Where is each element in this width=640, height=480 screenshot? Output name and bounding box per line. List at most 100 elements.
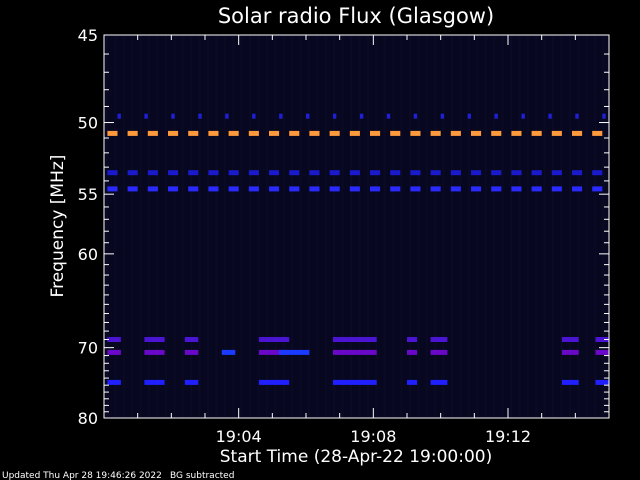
emission-segment — [430, 186, 441, 192]
emission-segment — [171, 113, 175, 119]
emission-segment — [258, 337, 290, 342]
background-streak — [274, 35, 277, 418]
background-streak — [131, 35, 134, 418]
emission-segment — [531, 170, 542, 176]
emission-segment — [595, 379, 609, 385]
emission-segment — [332, 337, 377, 342]
plot-frame — [103, 34, 610, 419]
emission-segment — [450, 130, 461, 136]
background-streak — [467, 35, 470, 418]
emission-segment — [198, 113, 202, 119]
emission-segment — [188, 170, 199, 176]
emission-segment — [592, 186, 603, 192]
emission-segment — [228, 130, 239, 136]
x-axis: 19:04 19:08 19:12 — [137, 35, 576, 446]
emission-segment — [491, 186, 502, 192]
emission-segment — [511, 170, 522, 176]
x-tick-label: 19:12 — [485, 427, 531, 446]
emission-segment — [494, 113, 498, 119]
emission-segment — [410, 170, 421, 176]
background-streak — [122, 35, 125, 418]
y-tick-label: 80 — [78, 409, 98, 428]
emission-segment — [184, 379, 199, 385]
emission-segment — [248, 186, 259, 192]
emission-segment — [572, 170, 583, 176]
emission-segment — [471, 170, 482, 176]
background-streak — [484, 35, 487, 418]
background-streak — [526, 35, 529, 418]
emission-segment — [188, 186, 199, 192]
y-tick-label: 70 — [78, 339, 98, 358]
emission-segment — [551, 170, 562, 176]
background-streak — [568, 35, 571, 418]
emission-segment — [592, 170, 603, 176]
emission-segment — [258, 349, 290, 355]
emission-segment — [471, 186, 482, 192]
background-streak — [265, 35, 268, 418]
emission-segment — [430, 170, 441, 176]
background-streak — [493, 35, 496, 418]
x-tick-label: 19:08 — [350, 427, 396, 446]
background-streak — [341, 35, 344, 418]
chart-title: Solar radio Flux (Glasgow) — [218, 4, 494, 28]
background-streak — [148, 35, 151, 418]
emission-segment — [329, 170, 340, 176]
emission-segment — [306, 113, 310, 119]
y-tick-label: 45 — [78, 26, 98, 45]
emission-segment — [248, 130, 259, 136]
emission-segment — [269, 170, 280, 176]
background-streak — [459, 35, 462, 418]
emission-segment — [595, 349, 609, 355]
background-streak — [350, 35, 353, 418]
emission-segment — [450, 186, 461, 192]
emission-segment — [228, 186, 239, 192]
emission-segment — [127, 186, 138, 192]
emission-segment — [252, 113, 256, 119]
emission-segment — [551, 186, 562, 192]
background-streak — [291, 35, 294, 418]
emission-segment — [147, 170, 158, 176]
emission-segment — [147, 130, 158, 136]
background-streak — [366, 35, 369, 418]
emission-segment — [107, 186, 118, 192]
emission-segment — [107, 349, 121, 355]
emission-segment — [332, 379, 377, 385]
emission-segment — [269, 130, 280, 136]
background-streak — [190, 35, 193, 418]
emission-segment — [430, 349, 448, 355]
background-streak — [139, 35, 142, 418]
emission-segment — [329, 130, 340, 136]
background-streak — [560, 35, 563, 418]
background-streak — [434, 35, 437, 418]
emission-segment — [595, 337, 609, 342]
background-streak — [207, 35, 209, 418]
emission-segment — [147, 186, 158, 192]
background-streak — [324, 35, 327, 418]
emission-segment — [561, 349, 579, 355]
background-streak — [106, 35, 108, 418]
emission-segment — [144, 379, 165, 385]
emission-segment — [440, 113, 445, 119]
emission-segment — [430, 379, 448, 385]
x-tick-label: 19:04 — [216, 427, 262, 446]
background-streak — [476, 35, 479, 418]
emission-segment — [127, 170, 138, 176]
background-streak — [425, 35, 428, 418]
emission-segment — [349, 186, 360, 192]
background-streak — [156, 35, 159, 418]
emission-segment — [221, 349, 236, 355]
emission-segment — [279, 349, 310, 355]
background-streak — [417, 35, 420, 418]
emission-segment — [107, 170, 118, 176]
emission-segment — [107, 130, 118, 136]
emission-segment — [511, 130, 522, 136]
emission-segment — [258, 379, 290, 385]
emission-segment — [531, 130, 542, 136]
emission-segment — [548, 113, 552, 119]
emission-segment — [410, 186, 421, 192]
emission-segment — [390, 170, 401, 176]
emission-segment — [511, 186, 522, 192]
emission-segment — [144, 113, 148, 119]
background-streak — [249, 35, 252, 418]
plot-area: 45 50 55 60 70 80 19:04 19:08 19:12 — [78, 26, 610, 446]
